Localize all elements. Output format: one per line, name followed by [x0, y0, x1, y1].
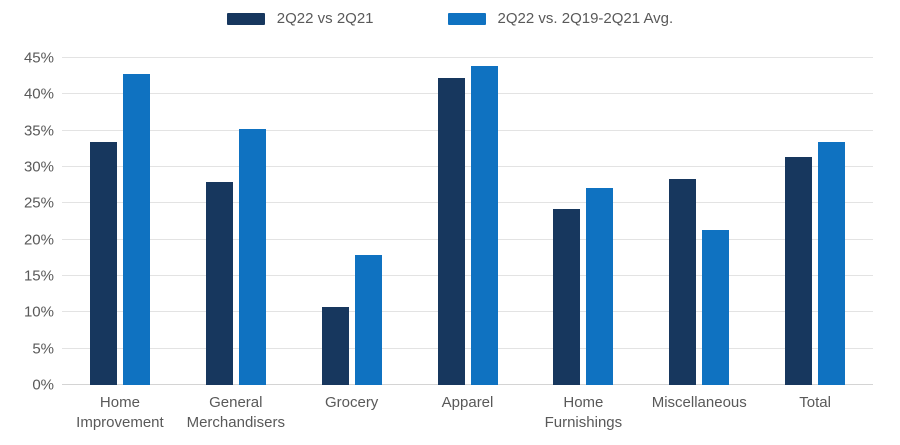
gridline-35%	[62, 129, 873, 131]
x-label-home-furnishings: Home Furnishings	[544, 394, 623, 431]
gridline-15%	[62, 275, 873, 276]
bar-navy-miscellaneous	[669, 179, 697, 385]
x-label-miscellaneous: Miscellaneous	[651, 394, 747, 411]
y-tick-label: 25%	[23, 194, 54, 212]
bar-blue-grocery	[354, 254, 382, 385]
bar-blue-total	[818, 141, 846, 385]
gridline-0%	[62, 384, 873, 385]
bar-blue-home-improvement	[122, 74, 150, 385]
gridline-10%	[62, 311, 873, 313]
gridline-30%	[62, 166, 873, 167]
x-label-home-improvement: Home Improvement	[76, 394, 164, 431]
bar-group-miscellaneous	[641, 58, 757, 385]
x-label-apparel: Apparel	[441, 394, 494, 411]
x-label-total: Total	[799, 394, 831, 411]
bar-group-grocery	[294, 58, 410, 385]
bar-navy-home-improvement	[89, 142, 117, 385]
y-tick-label: 40%	[23, 85, 54, 103]
legend-swatch-navy	[226, 12, 265, 25]
legend-label: 2Q22 vs. 2Q19-2Q21 Avg.	[497, 10, 674, 27]
y-tick-label: 5%	[32, 340, 54, 358]
bar-navy-apparel	[437, 78, 465, 385]
bar-blue-miscellaneous	[702, 229, 730, 385]
y-tick-label: 10%	[23, 303, 54, 321]
gridline-20%	[62, 238, 873, 240]
y-axis: 0% 5% 10% 15% 20% 25% 30% 35% 40% 45%	[0, 50, 54, 394]
bar-navy-total	[785, 156, 813, 385]
gridline-40%	[62, 93, 873, 95]
bar-group-home-improvement	[62, 58, 178, 385]
bar-group-home-furnishings	[525, 58, 641, 385]
bar-group-apparel	[410, 58, 526, 385]
bar-blue-home-furnishings	[586, 188, 614, 385]
y-tick-label: 30%	[23, 158, 54, 176]
legend-swatch-blue	[447, 12, 486, 25]
bar-navy-general-merchandisers	[205, 181, 233, 385]
y-tick-label: 15%	[23, 267, 54, 285]
gridline-45%	[62, 57, 873, 58]
x-axis: Home Improvement General Merchandisers Gro…	[62, 393, 873, 432]
y-tick-label: 20%	[23, 231, 54, 249]
y-tick-label: 0%	[32, 376, 54, 394]
y-tick-label: 45%	[23, 49, 54, 67]
bar-group-general-merchandisers	[178, 58, 294, 385]
bar-group-total	[757, 58, 873, 385]
bar-navy-grocery	[321, 307, 349, 385]
x-label-general-merchandisers: General Merchandisers	[186, 394, 285, 431]
gridline-5%	[62, 347, 873, 349]
x-label-grocery: Grocery	[324, 394, 379, 411]
legend-item-2q22-vs-avg: 2Q22 vs. 2Q19-2Q21 Avg.	[447, 10, 674, 27]
legend-item-2q22-vs-2q21: 2Q22 vs 2Q21	[226, 10, 374, 27]
chart-legend: 2Q22 vs 2Q21 2Q22 vs. 2Q19-2Q21 Avg.	[0, 10, 900, 27]
gridline-25%	[62, 202, 873, 204]
bar-blue-general-merchandisers	[238, 128, 266, 385]
y-tick-label: 35%	[23, 122, 54, 140]
bar-navy-home-furnishings	[553, 209, 581, 385]
plot-area	[62, 57, 873, 385]
bar-blue-apparel	[470, 66, 498, 385]
bar-groups	[62, 58, 873, 385]
legend-label: 2Q22 vs 2Q21	[276, 10, 374, 27]
